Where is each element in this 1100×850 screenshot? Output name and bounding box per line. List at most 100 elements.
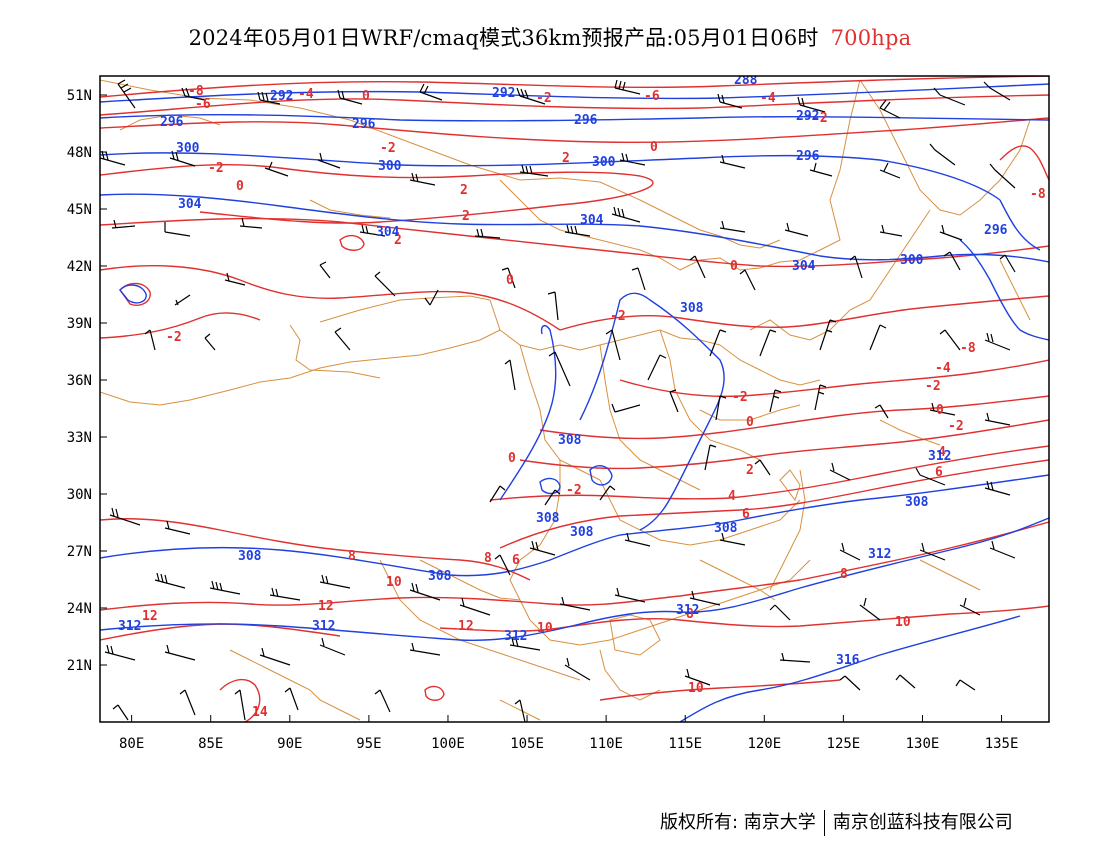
lon-tick-label: 135E [985,736,1019,752]
svg-text:0: 0 [508,451,516,466]
svg-text:300: 300 [900,253,924,268]
svg-text:0: 0 [650,140,658,155]
company-text: 南京创蓝科技有限公司 [832,812,1013,833]
svg-text:292: 292 [796,109,819,124]
svg-text:308: 308 [570,525,594,540]
lat-tick-label: 33N [67,430,92,446]
svg-text:12: 12 [142,609,158,624]
svg-text:296: 296 [352,117,376,132]
svg-text:4: 4 [728,489,736,504]
lon-tick-label: 120E [747,736,781,752]
svg-text:-4: -4 [760,91,776,106]
svg-text:8: 8 [840,567,848,582]
svg-text:10: 10 [688,681,704,696]
lon-tick-label: 105E [510,736,544,752]
svg-text:308: 308 [680,301,704,316]
lon-tick-label: 85E [198,736,223,752]
svg-text:-6: -6 [195,97,211,112]
lat-tick-label: 45N [67,202,92,218]
svg-text:-2: -2 [380,141,396,156]
svg-text:-2: -2 [610,309,626,324]
svg-text:10: 10 [895,615,911,630]
svg-text:6: 6 [935,465,943,480]
lat-tick-label: 30N [67,487,92,503]
footer: 版权所有: 南京大学 南京创蓝科技有限公司 [660,808,1013,836]
svg-text:10: 10 [386,575,402,590]
svg-text:288: 288 [734,73,758,88]
svg-text:12: 12 [458,619,474,634]
svg-text:0: 0 [730,259,738,274]
lon-tick-label: 110E [589,736,623,752]
svg-text:2: 2 [462,209,470,224]
svg-text:-2: -2 [732,390,748,405]
svg-text:300: 300 [378,159,402,174]
svg-text:312: 312 [312,619,335,634]
svg-text:-8: -8 [960,341,976,356]
svg-text:2: 2 [460,183,468,198]
svg-text:308: 308 [714,521,738,536]
svg-text:312: 312 [676,603,699,618]
lon-tick-label: 115E [668,736,702,752]
svg-text:296: 296 [984,223,1008,238]
svg-text:8: 8 [348,549,356,564]
svg-text:312: 312 [504,629,527,644]
lon-tick-label: 90E [277,736,302,752]
svg-text:304: 304 [376,225,400,240]
map-title: 2024年05月01日WRF/cmaq模式36km预报产品:05月01日06时 7… [0,22,1100,52]
svg-text:308: 308 [558,433,582,448]
svg-text:-4: -4 [935,361,951,376]
svg-text:-2: -2 [812,111,828,126]
lon-tick-label: 125E [827,736,861,752]
svg-text:-2: -2 [925,379,941,394]
svg-text:296: 296 [796,149,820,164]
potential-temperature-contours [100,83,1049,722]
footer-separator [823,810,825,836]
svg-text:304: 304 [178,197,202,212]
svg-text:-2: -2 [536,91,552,106]
svg-text:-2: -2 [208,161,224,176]
longitude-axis: 80E 85E 90E 95E 100E 105E 110E 115E 120E 125E 130E… [119,715,1018,752]
svg-text:-2: -2 [948,419,964,434]
map-frame [99,75,1050,723]
svg-text:-2: -2 [566,483,582,498]
svg-text:300: 300 [592,155,616,170]
lon-tick-label: 80E [119,736,144,752]
temperature-labels: -8-6-4 0 -2 -6 -4-2-2 02-2 202 200 -2-2-8 … [142,84,1046,720]
lat-tick-label: 27N [67,544,92,560]
svg-text:0: 0 [936,403,944,418]
svg-text:4: 4 [938,445,946,460]
svg-text:10: 10 [537,621,553,636]
svg-text:-8: -8 [1030,187,1046,202]
latitude-axis: 51N 48N 45N 42N 39N 36N 33N 30N 27N 24N 21N [67,88,107,674]
lat-tick-label: 24N [67,601,92,617]
svg-text:8: 8 [686,607,694,622]
lat-tick-label: 39N [67,316,92,332]
wind-barbs [100,79,1016,722]
lat-tick-label: 51N [67,88,92,104]
lat-tick-label: 21N [67,658,92,674]
svg-text:308: 308 [905,495,929,510]
lon-tick-label: 95E [356,736,381,752]
svg-text:6: 6 [742,507,750,522]
svg-text:312: 312 [928,449,951,464]
svg-text:312: 312 [868,547,891,562]
title-main: 2024年05月01日WRF/cmaq模式36km预报产品:05月01日06时 [188,26,819,50]
svg-text:308: 308 [428,569,452,584]
copyright-text: 版权所有: 南京大学 [660,812,816,833]
svg-text:316: 316 [836,653,860,668]
svg-text:0: 0 [506,273,514,288]
svg-text:292: 292 [270,89,293,104]
svg-text:292: 292 [492,86,515,101]
svg-text:-2: -2 [166,330,182,345]
lat-tick-label: 48N [67,145,92,161]
svg-text:308: 308 [536,511,560,526]
temperature-contours [100,76,1049,722]
svg-text:300: 300 [176,141,200,156]
svg-text:8: 8 [484,551,492,566]
svg-text:312: 312 [118,619,141,634]
svg-text:-4: -4 [298,87,314,102]
svg-text:0: 0 [362,89,370,104]
lon-tick-label: 100E [431,736,465,752]
